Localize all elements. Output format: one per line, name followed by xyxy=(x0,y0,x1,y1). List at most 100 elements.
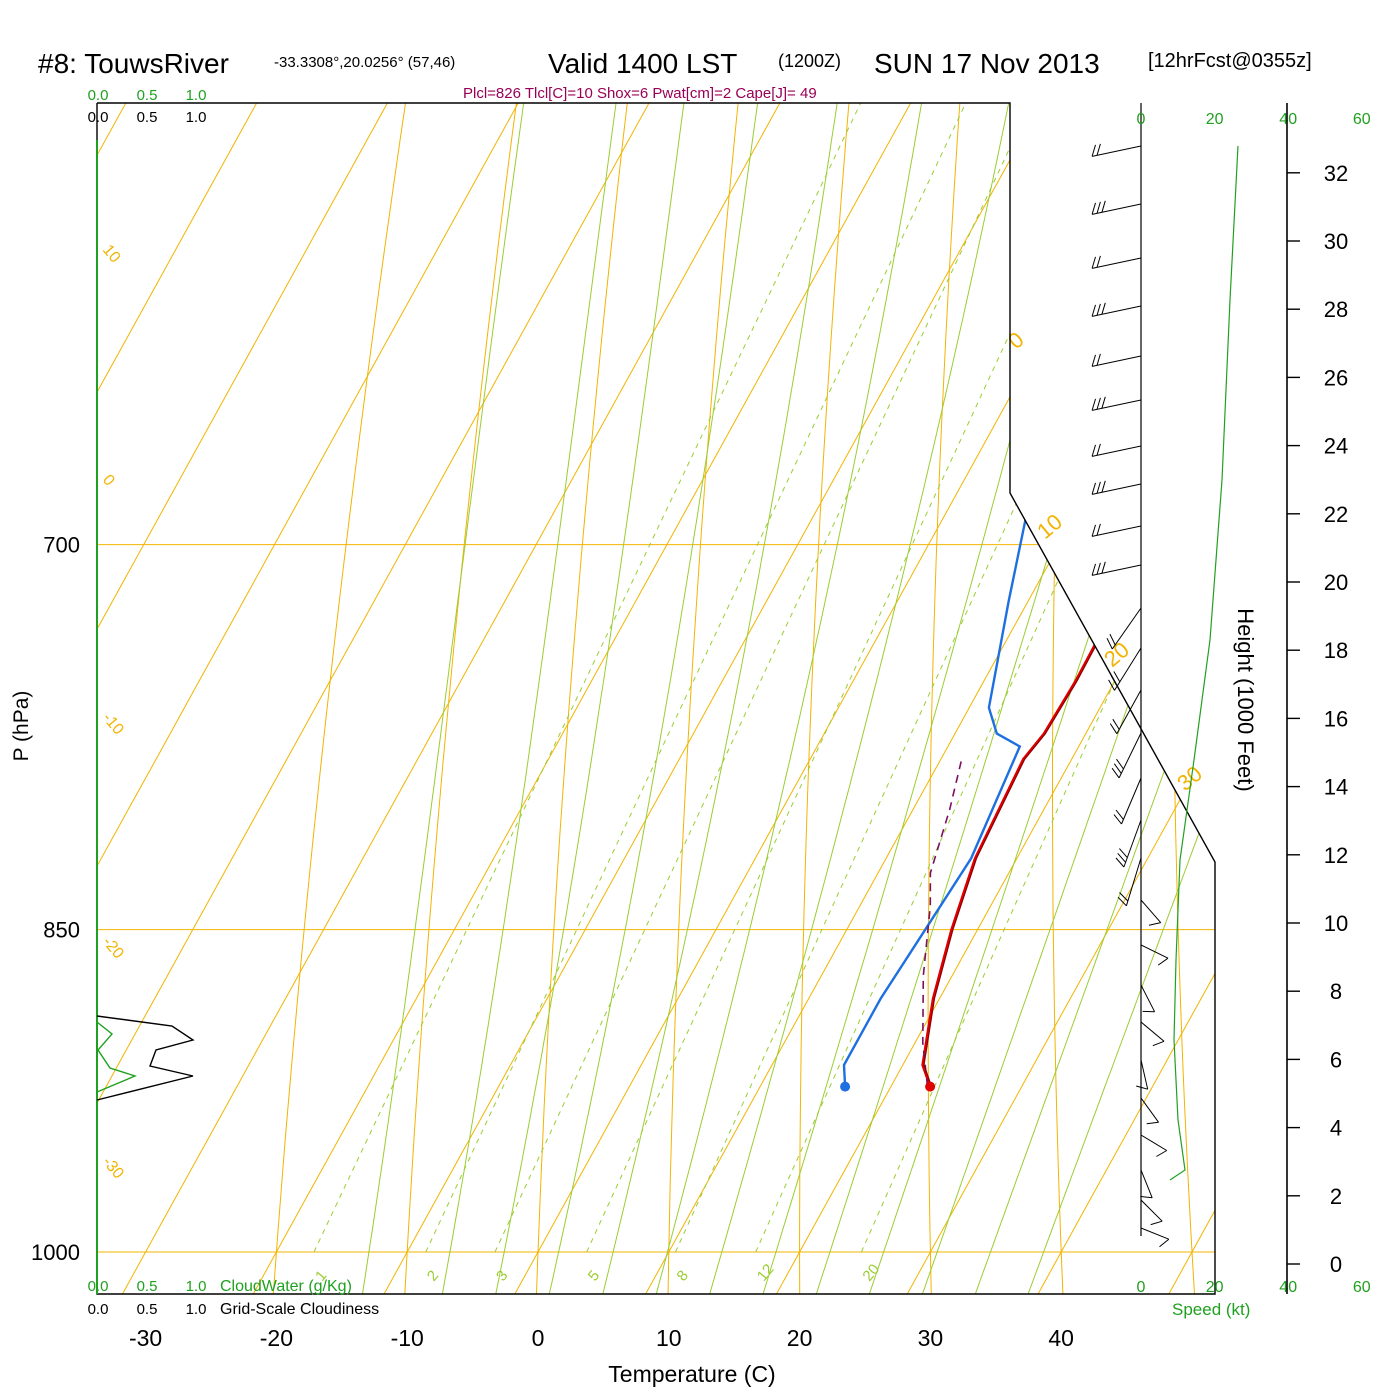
speed-axis-label: Speed (kt) xyxy=(1172,1300,1250,1319)
wind-barb-feather xyxy=(1091,563,1096,576)
wind-barb-staff xyxy=(1114,647,1142,691)
wind-barb-staff xyxy=(1140,984,1156,1012)
isotherm-label: 0 xyxy=(99,472,118,490)
stability-indices: Plcl=826 Tlcl[C]=10 Shox=6 Pwat[cm]=2 Ca… xyxy=(463,85,817,102)
wind-barb-feather xyxy=(1112,718,1120,730)
cloud-water-tick: 0.5 xyxy=(137,1278,158,1295)
wind-barb xyxy=(1091,480,1142,495)
wind-barb-feather xyxy=(1146,1121,1159,1125)
height-axis-label: Height (1000 Feet) xyxy=(1233,608,1258,791)
height-tick-label: 20 xyxy=(1324,570,1348,595)
mixing-ratio-line xyxy=(860,103,1215,1253)
wind-barb xyxy=(1091,143,1142,157)
mixing-ratio-line xyxy=(494,103,1215,1253)
temperature-trace-shadow xyxy=(923,103,1215,1087)
cloud-water-trace xyxy=(96,1021,138,1093)
cloudiness-tick: 0.0 xyxy=(88,1301,109,1318)
wind-barb-staff xyxy=(1091,445,1142,457)
wind-barb-feather xyxy=(1109,633,1116,646)
wind-barb-feather xyxy=(1113,671,1121,683)
header: #8: TouwsRiver -33.3308°,20.0256° (57,46… xyxy=(38,48,1312,102)
wind-barb xyxy=(1140,1097,1160,1125)
wind-barb-feather xyxy=(1157,957,1169,966)
wind-barb-staff xyxy=(1140,899,1162,923)
wind-barb xyxy=(1091,396,1142,411)
wind-barb-feather xyxy=(1117,896,1127,907)
height-tick-label: 8 xyxy=(1330,979,1342,1004)
surface-dewpoint-point xyxy=(840,1081,851,1092)
wind-barb-feather xyxy=(1091,256,1096,269)
isotherm-line xyxy=(484,103,1215,1294)
wind-barb-staff xyxy=(1118,732,1142,779)
wind-barb-staff xyxy=(1091,525,1142,537)
wind-barb-feather xyxy=(1091,202,1096,215)
sounding-traces xyxy=(840,103,1215,1092)
moist-adiabat-line xyxy=(536,103,1008,1294)
mixing-ratio-line xyxy=(586,103,1215,1253)
x-axis-label: Temperature (C) xyxy=(608,1361,775,1387)
cloudiness-tick: 1.0 xyxy=(186,1301,207,1318)
speed-tick-label: 0 xyxy=(1137,1279,1146,1296)
theta-label: 0 xyxy=(1003,327,1028,354)
wind-barb-staff xyxy=(1140,1227,1169,1240)
wind-barb-feather xyxy=(1109,723,1118,734)
wind-barb xyxy=(1140,1199,1163,1226)
height-tick-label: 6 xyxy=(1330,1047,1342,1072)
wind-barb xyxy=(1140,944,1169,966)
cloud-water-tick: 1.0 xyxy=(186,1278,207,1295)
moist-adiabat-line xyxy=(955,103,1215,1294)
wind-barb-feather xyxy=(1096,255,1101,268)
y-axis-label: P (hPa) xyxy=(10,691,33,762)
wind-barb-staff xyxy=(1140,1134,1167,1151)
cloudiness-tick: 1.0 xyxy=(186,109,207,126)
mixing-ratio-label: 8 xyxy=(674,1267,692,1284)
speed-tick-label: 40 xyxy=(1279,1279,1297,1296)
mixing-ratio-label: 12 xyxy=(754,1261,778,1285)
wind-barb xyxy=(1091,302,1142,317)
pressure-tick-label: 1000 xyxy=(31,1240,80,1265)
wind-barb xyxy=(1091,200,1142,215)
wind-barb-staff xyxy=(1123,819,1142,868)
cloud-water-tick: 0.0 xyxy=(88,87,109,104)
speed-ticks-top: 0 20 40 60 xyxy=(1137,111,1371,128)
wind-barb xyxy=(1091,255,1142,269)
wind-barb-staff xyxy=(1116,689,1142,734)
wind-barb xyxy=(1111,732,1142,779)
temperature-tick-label: 10 xyxy=(656,1325,682,1351)
wind-barb-feather xyxy=(1096,143,1101,156)
wind-barb-feather xyxy=(1106,637,1113,650)
wind-barb-staff xyxy=(1091,145,1142,157)
height-tick-label: 14 xyxy=(1324,775,1348,800)
isotherm-line xyxy=(1007,103,1215,1294)
moist-adiabat-line xyxy=(641,103,1165,1294)
wind-barb xyxy=(1091,443,1142,457)
isotherm-label: 10 xyxy=(99,242,124,267)
wind-barb-staff xyxy=(1111,607,1142,650)
isotherm-label: -20 xyxy=(99,934,127,963)
moist-adiabat-line xyxy=(484,103,944,1294)
wind-barb-feather xyxy=(1116,758,1124,770)
wind-barb-feather xyxy=(1091,482,1096,495)
wind-barb xyxy=(1109,689,1142,734)
wind-barb xyxy=(1140,1227,1170,1248)
wind-barb-staff xyxy=(1140,1199,1163,1222)
height-tick-label: 26 xyxy=(1324,365,1348,390)
wind-barb-feather xyxy=(1115,809,1124,820)
isotherm-line xyxy=(97,103,1215,1294)
pressure-tick-label: 850 xyxy=(43,918,80,943)
pressure-tick-label: 700 xyxy=(43,533,80,558)
cloudiness-trace xyxy=(96,1015,195,1101)
isotherm-line xyxy=(614,103,1215,1294)
isotherm-line xyxy=(353,103,1215,1294)
wind-barb-staff xyxy=(1140,1021,1165,1042)
mixing-ratio-line xyxy=(675,103,1215,1253)
speed-tick-label: 20 xyxy=(1206,1279,1224,1296)
wind-barb xyxy=(1117,857,1142,907)
isotherm-line xyxy=(745,103,1215,1294)
wind-barb-feather xyxy=(1091,304,1096,317)
wind-barb-staff xyxy=(1091,564,1142,576)
valid-time: Valid 1400 LST xyxy=(548,48,737,79)
height-tick-label: 24 xyxy=(1324,434,1348,459)
wind-barb-staff xyxy=(1140,1059,1149,1090)
